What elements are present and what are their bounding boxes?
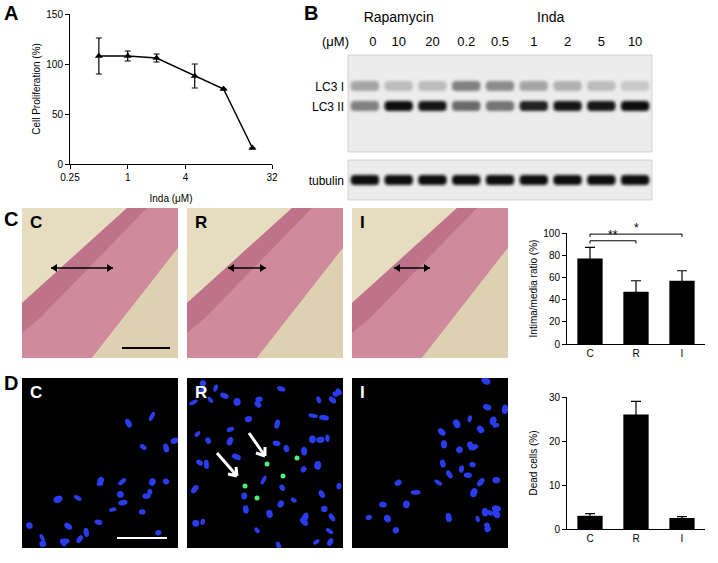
svg-text:0: 0 [369,34,376,49]
svg-text:R: R [632,348,639,359]
svg-text:20: 20 [549,316,561,327]
svg-text:tubulin: tubulin [309,174,344,188]
svg-text:LC3 I: LC3 I [315,80,344,94]
svg-text:Intima/media ratio (%): Intima/media ratio (%) [528,240,539,338]
html-text:D: D [4,372,19,394]
svg-text:10: 10 [391,34,405,49]
html-text:A: A [4,2,19,24]
svg-text:C: C [30,383,42,402]
svg-text:C: C [586,348,593,359]
svg-text:50: 50 [52,109,64,120]
svg-text:I: I [681,533,684,544]
svg-text:*: * [634,221,639,235]
html-text:B: B [304,2,319,24]
svg-text:C: C [586,533,593,544]
svg-text:1: 1 [530,34,537,49]
svg-text:I: I [360,213,365,232]
svg-text:Cell Proliferation (%): Cell Proliferation (%) [31,43,42,135]
svg-text:Inda (μM): Inda (μM) [150,193,193,204]
svg-text:4: 4 [183,172,189,183]
svg-text:0.25: 0.25 [60,172,80,183]
svg-text:30: 30 [549,392,561,403]
svg-text:32: 32 [266,172,278,183]
svg-text:2: 2 [564,34,571,49]
svg-text:1: 1 [125,172,131,183]
svg-text:(μM): (μM) [322,34,349,49]
svg-text:5: 5 [598,34,605,49]
svg-text:Inda: Inda [537,9,564,25]
svg-text:80: 80 [549,250,561,261]
svg-text:0: 0 [57,159,63,170]
svg-text:C: C [30,213,42,232]
svg-text:**: ** [608,228,618,242]
svg-text:LC3 II: LC3 II [312,100,344,114]
svg-text:R: R [632,533,639,544]
svg-text:100: 100 [46,59,63,70]
svg-text:10: 10 [628,34,642,49]
html-text:C: C [4,208,19,230]
svg-text:40: 40 [549,294,561,305]
svg-text:Dead cells (%): Dead cells (%) [528,430,539,495]
svg-text:20: 20 [425,34,439,49]
svg-text:Rapamycin: Rapamycin [364,9,434,25]
svg-text:150: 150 [46,9,63,20]
svg-text:0: 0 [554,339,560,350]
svg-text:60: 60 [549,272,561,283]
svg-text:R: R [195,383,207,402]
svg-text:R: R [195,213,207,232]
svg-text:I: I [681,348,684,359]
svg-text:0: 0 [554,524,560,535]
svg-text:0.2: 0.2 [457,34,475,49]
svg-text:I: I [360,383,365,402]
svg-text:20: 20 [549,436,561,447]
svg-text:10: 10 [549,480,561,491]
svg-text:0.5: 0.5 [491,34,509,49]
svg-text:100: 100 [543,228,560,239]
